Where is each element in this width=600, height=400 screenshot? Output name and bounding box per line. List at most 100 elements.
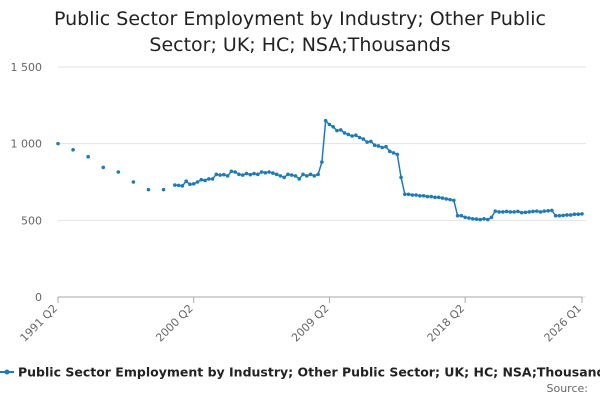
data-point — [255, 172, 260, 177]
data-point — [282, 175, 286, 180]
data-point — [131, 180, 136, 184]
data-point — [293, 174, 298, 178]
data-point — [384, 144, 388, 149]
data-point — [470, 217, 475, 221]
data-point — [214, 172, 219, 177]
data-point — [542, 209, 547, 213]
data-point — [116, 170, 121, 174]
data-point — [271, 171, 275, 175]
data-point — [489, 215, 494, 220]
x-tick-label: 2000 Q2 — [153, 302, 196, 345]
data-point — [572, 212, 577, 216]
data-point — [504, 209, 509, 214]
data-point — [580, 212, 584, 216]
y-tick-label: 1 500 — [11, 61, 43, 74]
data-point — [206, 177, 211, 181]
data-point — [576, 212, 581, 216]
data-point — [410, 193, 415, 197]
data-point — [425, 194, 430, 199]
data-point — [403, 192, 407, 197]
data-point — [399, 175, 403, 180]
data-point — [429, 194, 434, 199]
data-point — [342, 131, 347, 135]
data-point — [433, 195, 437, 200]
chart-title: Public Sector Employment by Industry; Ot… — [54, 8, 546, 56]
data-point — [56, 141, 60, 146]
data-point — [508, 210, 513, 214]
data-point — [361, 137, 366, 141]
data-point — [229, 169, 234, 174]
data-point — [222, 172, 226, 177]
x-tick-label: 1991 Q2 — [18, 302, 61, 345]
data-point — [440, 196, 445, 200]
data-point — [448, 197, 452, 202]
data-point — [203, 178, 207, 183]
data-point — [312, 174, 317, 178]
y-tick-label: 0 — [35, 291, 42, 304]
data-point — [369, 139, 373, 144]
data-point — [350, 134, 354, 138]
data-point — [444, 197, 449, 201]
data-point — [553, 213, 558, 218]
data-point — [225, 174, 230, 178]
data-point — [173, 183, 177, 187]
data-point — [297, 177, 302, 181]
data-point — [184, 179, 188, 184]
data-point — [86, 154, 90, 159]
data-point — [452, 198, 456, 203]
data-point — [308, 172, 313, 177]
data-point — [418, 194, 422, 198]
data-point — [301, 172, 305, 177]
data-point — [395, 152, 400, 157]
data-point — [210, 177, 215, 181]
data-point — [550, 208, 554, 213]
data-point — [327, 122, 332, 127]
legend-marker — [4, 369, 10, 375]
data-point — [146, 187, 151, 192]
data-point — [372, 143, 377, 147]
data-point — [485, 217, 490, 222]
data-point — [199, 177, 204, 182]
data-point — [421, 194, 426, 198]
data-point — [248, 172, 253, 177]
data-point — [459, 213, 464, 218]
data-point — [516, 209, 520, 214]
legend-label: Public Sector Employment by Industry; Ot… — [18, 365, 600, 380]
data-point — [263, 171, 268, 175]
data-point — [176, 183, 181, 188]
data-point — [467, 216, 471, 220]
series-line — [174, 118, 583, 221]
data-point — [478, 217, 483, 222]
data-point — [531, 209, 535, 214]
data-point — [278, 174, 283, 178]
data-point — [527, 210, 532, 214]
data-point — [101, 165, 106, 170]
data-point — [482, 217, 486, 221]
data-point — [71, 148, 75, 152]
data-point — [305, 174, 309, 178]
data-point — [335, 128, 339, 133]
source: Source: — [547, 382, 589, 395]
data-point — [512, 210, 516, 214]
data-point — [387, 149, 392, 154]
data-point — [436, 195, 441, 200]
data-point — [346, 132, 351, 137]
data-point — [380, 145, 385, 150]
data-point — [497, 210, 501, 214]
data-point — [501, 210, 505, 214]
data-point — [188, 182, 192, 187]
data-point — [538, 210, 543, 214]
data-point — [493, 209, 498, 213]
data-point — [463, 215, 467, 220]
data-point — [195, 180, 200, 184]
data-point — [233, 170, 237, 174]
data-point — [180, 184, 185, 188]
data-point — [568, 213, 573, 217]
data-point — [365, 140, 369, 144]
data-point — [289, 173, 294, 177]
data-point — [455, 213, 460, 218]
data-point — [316, 172, 320, 177]
data-point — [376, 144, 381, 148]
